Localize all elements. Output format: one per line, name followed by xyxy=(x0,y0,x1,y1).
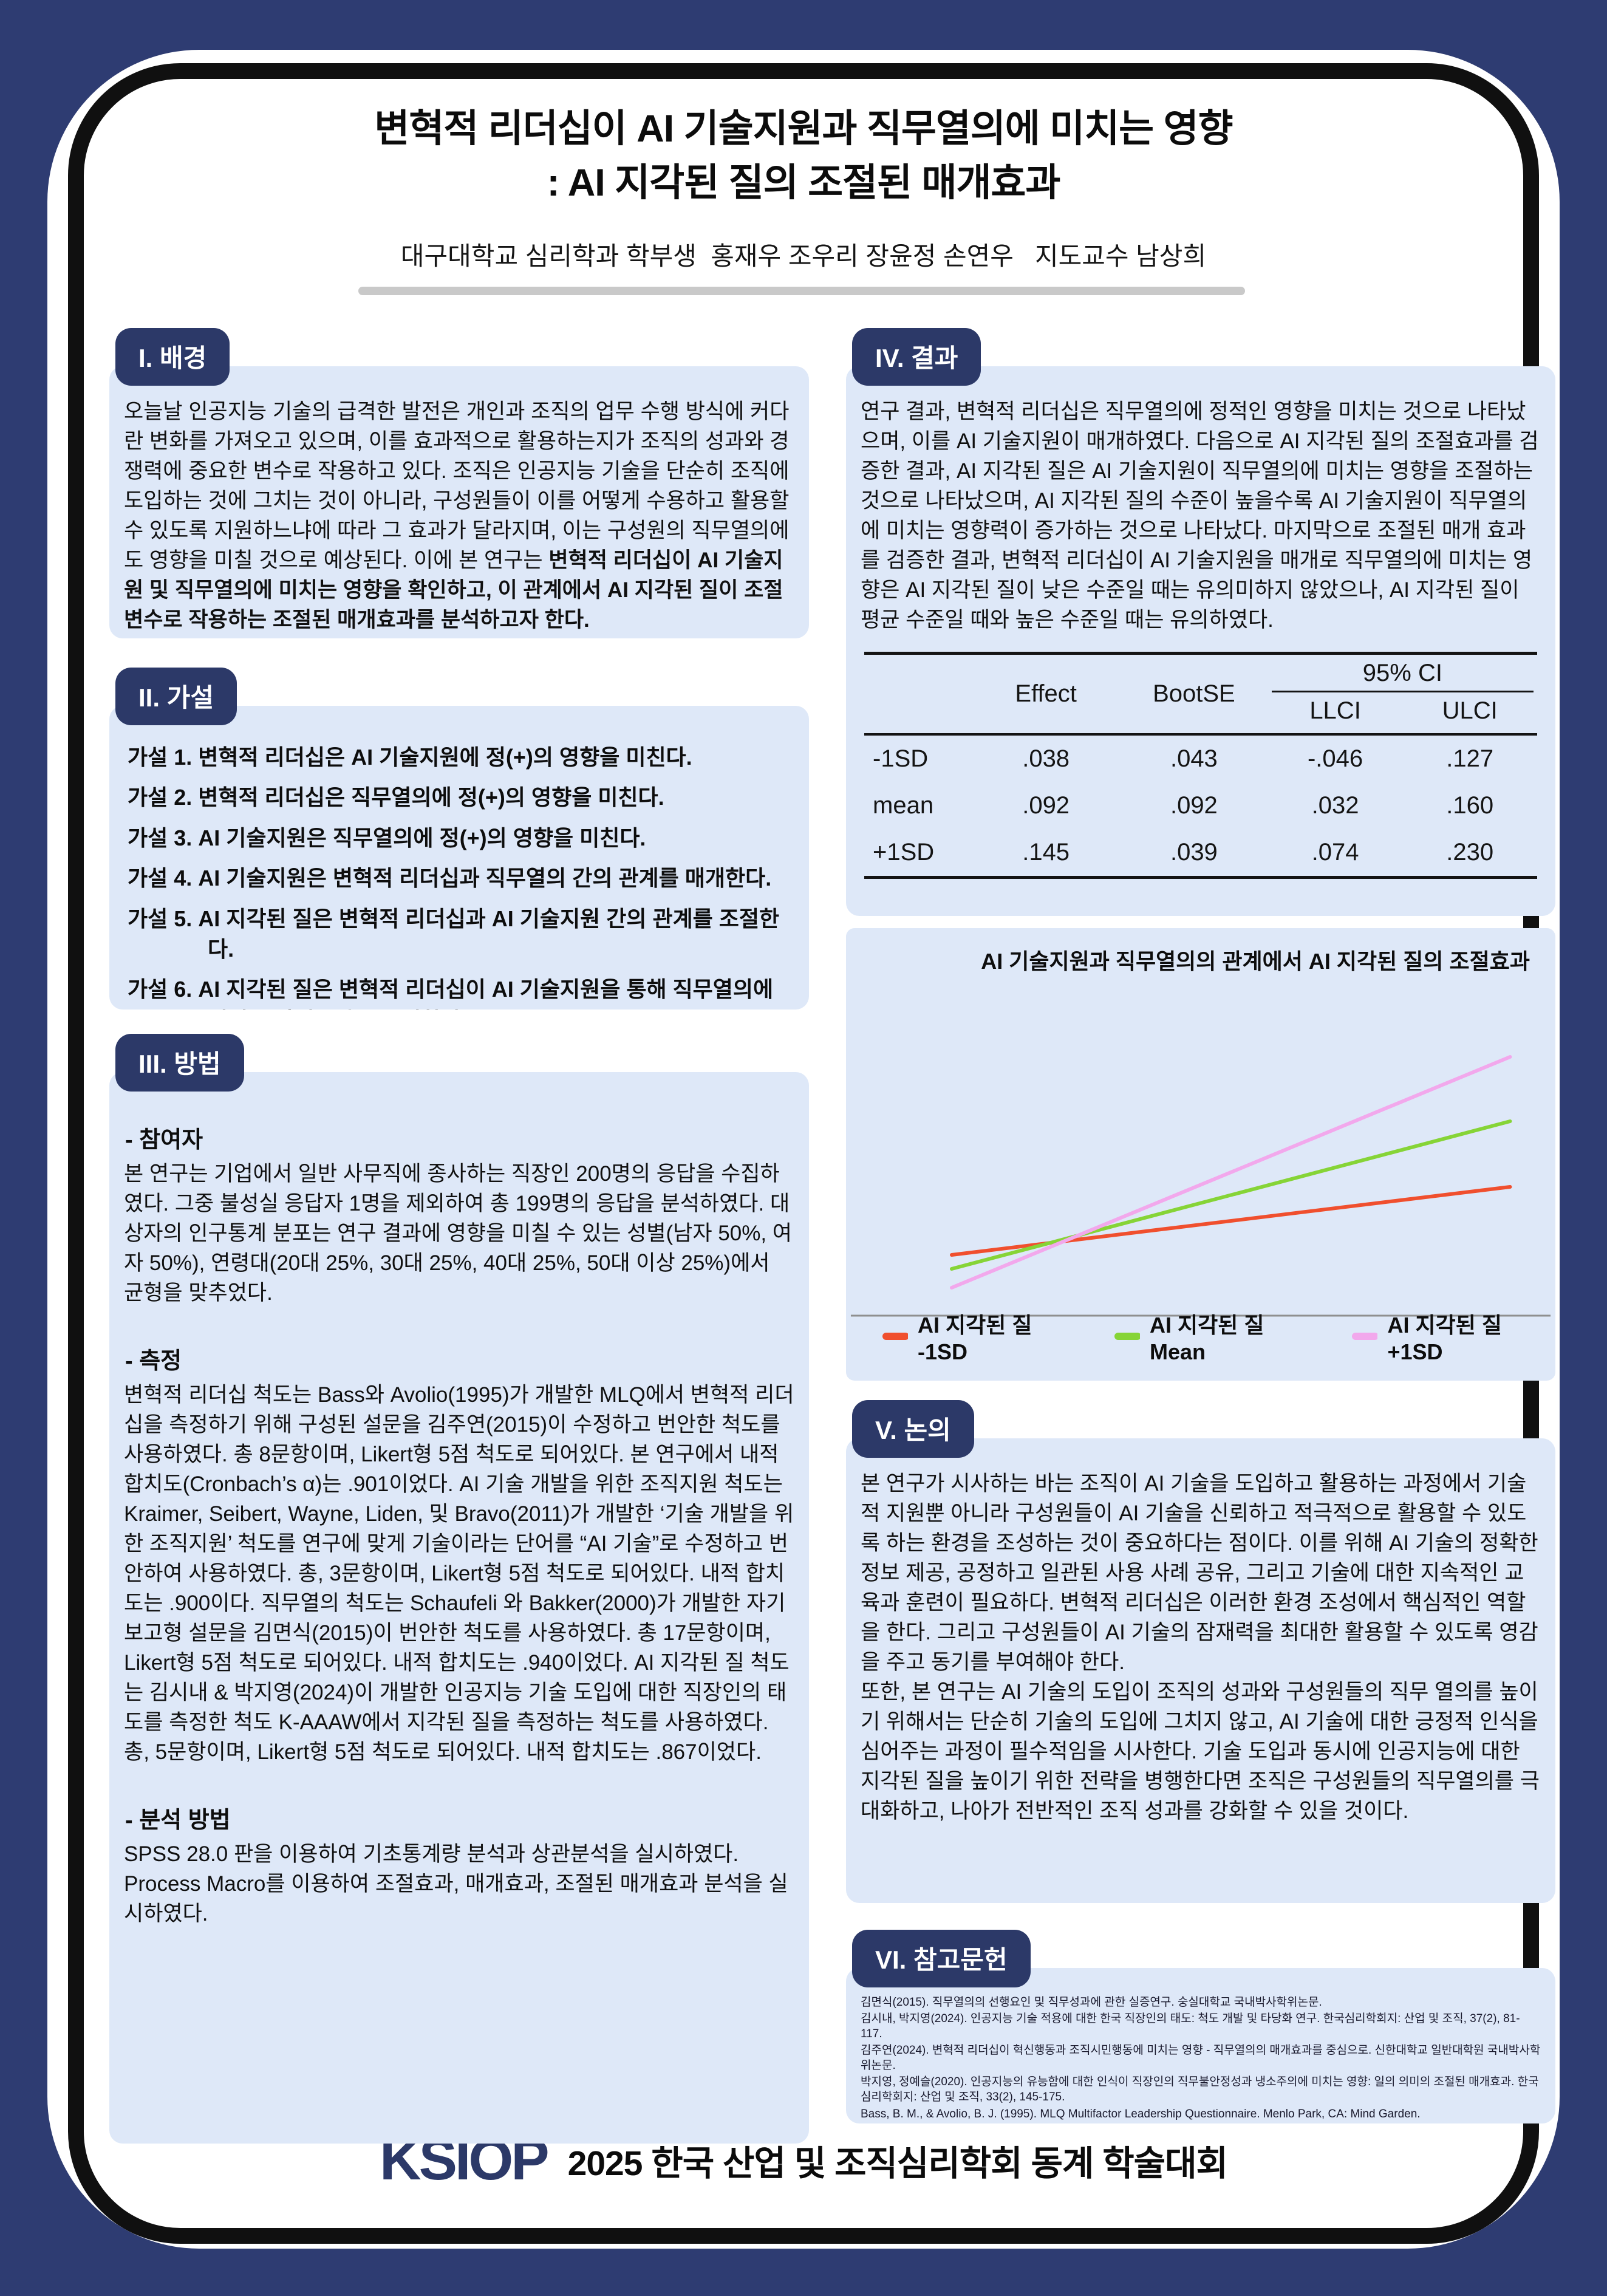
chart-legend: AI 지각된 질 -1SD AI 지각된 질 Mean AI 지각된 질 +1S… xyxy=(882,1308,1555,1365)
section-method-pill: III. 방법 xyxy=(115,1034,244,1092)
cell-ulci: .160 xyxy=(1446,792,1494,819)
table-row: mean .092 .092 .032 .160 xyxy=(864,782,1537,829)
hypothesis-item: 가설 2. 변혁적 리더십은 직무열의에 정(+)의 영향을 미친다. xyxy=(128,785,664,810)
table-header-bootse: BootSE xyxy=(1153,680,1235,707)
left-column: I. 배경 오늘날 인공지능 기술의 급격한 발전은 개인과 조직의 업무 수행… xyxy=(109,328,809,2144)
chart-plot-area xyxy=(850,1055,1551,1317)
method-measures-block: - 측정 변혁적 리더십 척도는 Bass와 Avolio(1995)가 개발한… xyxy=(124,1342,794,1767)
legend-item-minus1sd: AI 지각된 질 -1SD xyxy=(882,1308,1080,1365)
cell-bootse: .043 xyxy=(1170,745,1218,772)
section-results-pill: IV. 결과 xyxy=(852,328,981,386)
title-divider xyxy=(358,287,1245,295)
section-discussion-pill: V. 논의 xyxy=(852,1400,974,1458)
references-list: 김면식(2015). 직무열의의 선행요인 및 직무성과에 관한 실증연구. 숭… xyxy=(861,1995,1541,2123)
reference-item: 박지영, 정예슬(2020). 인공지능의 유능함에 대한 인식이 직장인의 직… xyxy=(861,2076,1539,2104)
cell-effect: .092 xyxy=(1022,792,1070,819)
legend-dash-plus1sd-icon xyxy=(1352,1333,1378,1340)
table-row: -1SD .038 .043 -.046 .127 xyxy=(864,736,1537,782)
cell-llci: .032 xyxy=(1311,792,1359,819)
measures-text: 변혁적 리더십 척도는 Bass와 Avolio(1995)가 개발한 MLQ에… xyxy=(124,1383,794,1764)
row-label: mean xyxy=(873,792,934,819)
title-line-2: : AI 지각된 질의 조절된 매개효과 xyxy=(547,162,1061,205)
cell-llci: -.046 xyxy=(1307,745,1363,772)
results-table: Effect BootSE 95% CI LLCI ULCI -1SD .038… xyxy=(864,652,1537,879)
legend-dash-mean-icon xyxy=(1114,1333,1140,1340)
table-header-ci: 95% CI xyxy=(1271,655,1534,692)
table-header-ulci: ULCI xyxy=(1442,697,1498,724)
hypothesis-item: 가설 3. AI 기술지원은 직무열의에 정(+)의 영향을 미친다. xyxy=(128,825,646,850)
discussion-paragraph-1: 본 연구가 시사하는 바는 조직이 AI 기술을 도입하고 활용하는 과정에서 … xyxy=(861,1472,1538,1674)
background-text-bold: 변혁적 리더십이 AI 기술지원 및 직무열의에 미치는 영향을 확인하고, 이… xyxy=(124,548,783,632)
title-line-1: 변혁적 리더십이 AI 기술지원과 직무열의에 미치는 영향 xyxy=(374,108,1233,150)
results-table-header: Effect BootSE 95% CI LLCI ULCI xyxy=(864,655,1537,736)
discussion-paragraph-2: 또한, 본 연구는 AI 기술의 도입이 조직의 성과와 구성원들의 직무 열의… xyxy=(861,1680,1540,1823)
table-row: +1SD .145 .039 .074 .230 xyxy=(864,829,1537,876)
section-discussion: V. 논의 본 연구가 시사하는 바는 조직이 AI 기술을 도입하고 활용하는… xyxy=(846,1400,1555,1903)
chart-line-plus1sd xyxy=(949,1055,1512,1290)
section-hypotheses-pill: II. 가설 xyxy=(115,668,237,725)
right-column: IV. 결과 연구 결과, 변혁적 리더십은 직무열의에 정적인 영향을 미치는… xyxy=(846,328,1555,2123)
cell-ulci: .230 xyxy=(1446,839,1494,866)
section-results-panel: 연구 결과, 변혁적 리더십은 직무열의에 정적인 영향을 미치는 것으로 나타… xyxy=(846,366,1555,916)
chart-title: AI 기술지원과 직무열의의 관계에서 AI 지각된 질의 조절효과 xyxy=(981,949,1530,974)
legend-label-plus1sd: AI 지각된 질 +1SD xyxy=(1387,1313,1502,1364)
section-references-pill: VI. 참고문헌 xyxy=(852,1930,1031,1987)
legend-dash-minus1sd-icon xyxy=(882,1333,909,1340)
table-header-effect: Effect xyxy=(1015,680,1077,707)
section-hypotheses-panel: 가설 1. 변혁적 리더십은 AI 기술지원에 정(+)의 영향을 미친다. 가… xyxy=(109,706,809,1010)
table-header-llci: LLCI xyxy=(1309,697,1361,724)
participants-heading: - 참여자 xyxy=(125,1127,203,1153)
legend-label-minus1sd: AI 지각된 질 -1SD xyxy=(918,1313,1032,1364)
participants-text: 본 연구는 기업에서 일반 사무직에 종사하는 직장인 200명의 응답을 수집… xyxy=(124,1162,792,1305)
cell-llci: .074 xyxy=(1311,839,1359,866)
background-text: 오늘날 인공지능 기술의 급격한 발전은 개인과 조직의 업무 수행 방식에 커… xyxy=(124,397,794,635)
hypothesis-item: 가설 6. AI 지각된 질은 변혁적 리더십이 AI 기술지원을 통해 직무열… xyxy=(128,977,774,1010)
section-background-panel: 오늘날 인공지능 기술의 급격한 발전은 개인과 조직의 업무 수행 방식에 커… xyxy=(109,366,809,638)
legend-item-mean: AI 지각된 질 Mean xyxy=(1114,1308,1319,1365)
background-text-normal: 오늘날 인공지능 기술의 급격한 발전은 개인과 조직의 업무 수행 방식에 커… xyxy=(124,400,790,572)
analysis-text: SPSS 28.0 판을 이용하여 기초통계량 분석과 상관분석을 실시하였다.… xyxy=(124,1842,788,1925)
reference-item: 김주연(2024). 변혁적 리더십이 혁신행동과 조직시민행동에 미치는 영향… xyxy=(861,2044,1541,2072)
reference-item: 김면식(2015). 직무열의의 선행요인 및 직무성과에 관한 실증연구. 숭… xyxy=(861,1996,1322,2009)
legend-item-plus1sd: AI 지각된 질 +1SD xyxy=(1352,1308,1555,1365)
cell-bootse: .092 xyxy=(1170,792,1218,819)
method-participants-block: - 참여자 본 연구는 기업에서 일반 사무직에 종사하는 직장인 200명의 … xyxy=(124,1121,794,1308)
hypothesis-item: 가설 5. AI 지각된 질은 변혁적 리더십과 AI 기술지원 간의 관계를 … xyxy=(128,906,780,962)
section-method: III. 방법 - 참여자 본 연구는 기업에서 일반 사무직에 종사하는 직장… xyxy=(109,1034,809,2144)
legend-label-mean: AI 지각된 질 Mean xyxy=(1149,1313,1264,1364)
page-title: 변혁적 리더십이 AI 기술지원과 직무열의에 미치는 영향 : AI 지각된 … xyxy=(0,102,1607,211)
measures-heading: - 측정 xyxy=(125,1348,182,1374)
conference-title: 2025 한국 산업 및 조직심리학회 동계 학술대회 xyxy=(567,2144,1228,2183)
hypothesis-item: 가설 1. 변혁적 리더십은 AI 기술지원에 정(+)의 영향을 미친다. xyxy=(128,745,692,770)
moderation-chart: AI 기술지원과 직무열의의 관계에서 AI 지각된 질의 조절효과 AI 지각… xyxy=(846,928,1555,1381)
authors-line: 대구대학교 심리학과 학부생 홍재우 조우리 장윤정 손연우 지도교수 남상희 xyxy=(400,242,1207,270)
section-background: I. 배경 오늘날 인공지능 기술의 급격한 발전은 개인과 조직의 업무 수행… xyxy=(109,328,809,638)
reference-item: 김시내, 박지영(2024). 인공지능 기술 적용에 대한 한국 직장인의 태… xyxy=(861,2012,1520,2041)
hypothesis-item: 가설 4. AI 기술지원은 변혁적 리더십과 직무열의 간의 관계를 매개한다… xyxy=(128,866,772,891)
reference-item: Bass, B. M., & Avolio, B. J. (1995). MLQ… xyxy=(861,2107,1421,2120)
section-method-panel: - 참여자 본 연구는 기업에서 일반 사무직에 종사하는 직장인 200명의 … xyxy=(109,1072,809,2144)
cell-ulci: .127 xyxy=(1446,745,1494,772)
row-label: -1SD xyxy=(873,745,929,772)
section-results: IV. 결과 연구 결과, 변혁적 리더십은 직무열의에 정적인 영향을 미치는… xyxy=(846,328,1555,916)
results-text: 연구 결과, 변혁적 리더십은 직무열의에 정적인 영향을 미치는 것으로 나타… xyxy=(861,400,1539,632)
chart-line-minus1sd xyxy=(949,1185,1512,1257)
section-hypotheses: II. 가설 가설 1. 변혁적 리더십은 AI 기술지원에 정(+)의 영향을… xyxy=(109,668,809,1010)
section-references-panel: 김면식(2015). 직무열의의 선행요인 및 직무성과에 관한 실증연구. 숭… xyxy=(846,1968,1555,2123)
section-discussion-panel: 본 연구가 시사하는 바는 조직이 AI 기술을 도입하고 활용하는 과정에서 … xyxy=(846,1438,1555,1903)
row-label: +1SD xyxy=(873,839,935,866)
section-background-pill: I. 배경 xyxy=(115,328,230,386)
method-analysis-block: - 분석 방법 SPSS 28.0 판을 이용하여 기초통계량 분석과 상관분석… xyxy=(124,1801,794,1929)
chart-line-mean xyxy=(949,1119,1512,1271)
section-references: VI. 참고문헌 김면식(2015). 직무열의의 선행요인 및 직무성과에 관… xyxy=(846,1930,1555,2123)
analysis-heading: - 분석 방법 xyxy=(125,1808,231,1833)
cell-effect: .038 xyxy=(1022,745,1070,772)
cell-bootse: .039 xyxy=(1170,839,1218,866)
cell-effect: .145 xyxy=(1022,839,1070,866)
